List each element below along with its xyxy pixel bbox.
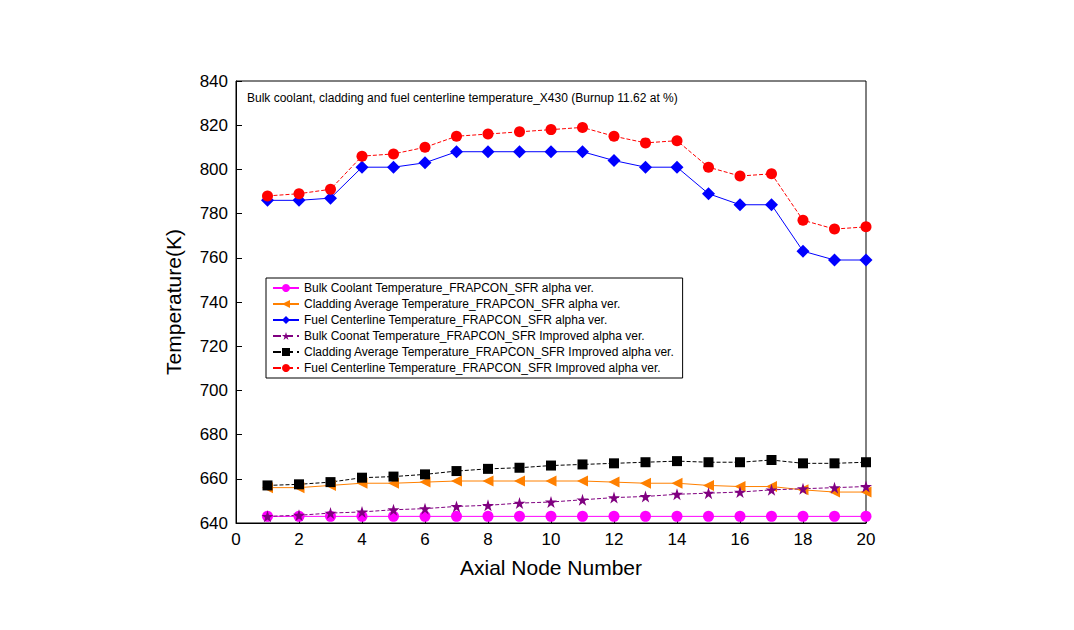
svg-text:840: 840	[200, 72, 228, 91]
svg-text:780: 780	[200, 204, 228, 223]
svg-text:640: 640	[200, 514, 228, 533]
svg-text:18: 18	[794, 530, 813, 549]
svg-text:Fuel Centerline Temperature_FR: Fuel Centerline Temperature_FRAPCON_SFR …	[304, 361, 661, 375]
svg-text:12: 12	[605, 530, 624, 549]
svg-text:Cladding Average Temperature_F: Cladding Average Temperature_FRAPCON_SFR…	[304, 345, 674, 359]
svg-text:0: 0	[231, 530, 240, 549]
svg-text:700: 700	[200, 381, 228, 400]
svg-text:800: 800	[200, 160, 228, 179]
svg-text:Fuel Centerline Temperature_FR: Fuel Centerline Temperature_FRAPCON_SFR …	[304, 313, 607, 327]
svg-text:8: 8	[483, 530, 492, 549]
svg-text:10: 10	[542, 530, 561, 549]
svg-text:16: 16	[731, 530, 750, 549]
svg-text:720: 720	[200, 337, 228, 356]
svg-text:680: 680	[200, 425, 228, 444]
svg-text:4: 4	[357, 530, 366, 549]
svg-text:2: 2	[294, 530, 303, 549]
svg-text:6: 6	[420, 530, 429, 549]
svg-text:660: 660	[200, 469, 228, 488]
svg-text:Cladding Average Temperature_F: Cladding Average Temperature_FRAPCON_SFR…	[304, 297, 620, 311]
svg-text:820: 820	[200, 116, 228, 135]
svg-text:Bulk Coonat Temperature_FRAPCO: Bulk Coonat Temperature_FRAPCON_SFR Impr…	[304, 329, 645, 343]
svg-text:Temperature(K): Temperature(K)	[162, 229, 185, 375]
svg-text:Bulk coolant, cladding and fue: Bulk coolant, cladding and fuel centerli…	[247, 91, 678, 105]
svg-text:Bulk Coolant Temperature_FRAPC: Bulk Coolant Temperature_FRAPCON_SFR alp…	[304, 281, 594, 295]
svg-text:760: 760	[200, 248, 228, 267]
svg-text:20: 20	[857, 530, 876, 549]
svg-text:14: 14	[668, 530, 687, 549]
svg-text:740: 740	[200, 293, 228, 312]
svg-text:Axial Node Number: Axial Node Number	[460, 556, 642, 579]
